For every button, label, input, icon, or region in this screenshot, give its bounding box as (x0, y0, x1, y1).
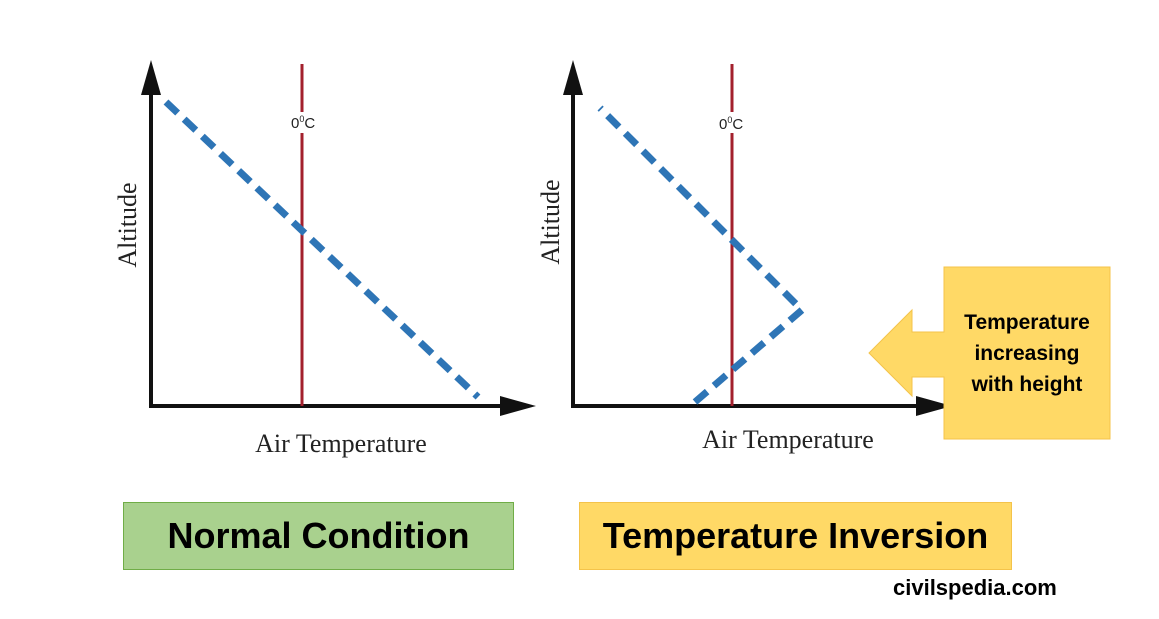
callout-line-1: Temperature (964, 310, 1090, 334)
x-axis-label: Air Temperature (702, 425, 874, 454)
temperature-profile-line (597, 105, 808, 405)
x-axis-label: Air Temperature (255, 429, 427, 458)
x-axis-arrow-icon (500, 396, 536, 416)
watermark: civilspedia.com (893, 575, 1057, 600)
callout-line-3: with height (971, 372, 1083, 396)
y-axis-label: Altitude (536, 179, 565, 264)
y-axis-arrow-icon (141, 60, 161, 95)
x-axis-arrow-icon (916, 396, 952, 416)
left-arrow-callout-icon (868, 266, 1111, 440)
callout-line-2: increasing (974, 341, 1080, 365)
normal-condition-caption: Normal Condition (123, 502, 514, 570)
zero-degree-label: 00C (719, 115, 743, 133)
temperature-inversion-caption: Temperature Inversion (579, 502, 1012, 570)
callout-text: Temperature increasing with height (944, 267, 1110, 439)
y-axis-arrow-icon (563, 60, 583, 95)
y-axis-label: Altitude (113, 182, 142, 267)
inversion-callout (868, 266, 1111, 440)
temperature-inversion-chart: 00C Altitude Air Temperature (536, 60, 952, 454)
normal-condition-chart: 00C Altitude Air Temperature (113, 60, 536, 458)
zero-degree-label: 00C (291, 114, 315, 132)
temperature-profile-line (163, 99, 481, 400)
